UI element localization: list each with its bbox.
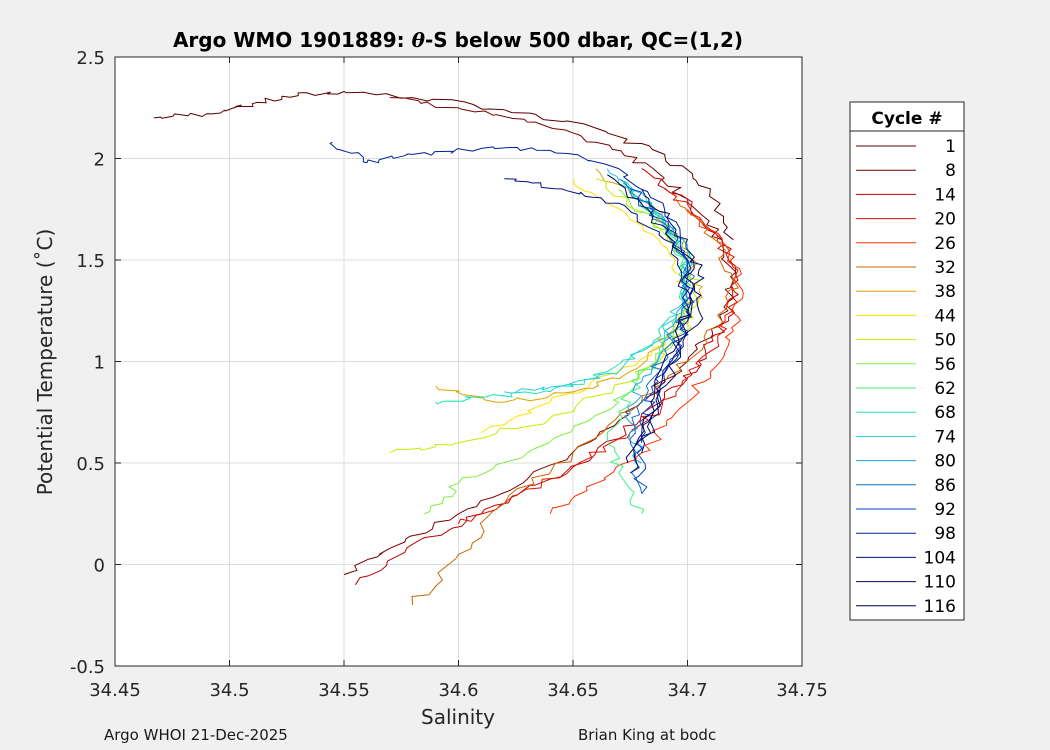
legend-label: 20	[934, 210, 956, 230]
y-tick-label: 0.5	[76, 454, 105, 475]
series-line-18	[504, 178, 692, 453]
x-tick-label: 34.65	[547, 680, 599, 701]
x-axis-label: Salinity	[421, 705, 495, 729]
legend-label: 80	[934, 452, 956, 472]
series-line-11	[606, 188, 691, 515]
series-group	[153, 91, 744, 606]
legend-label: 38	[934, 282, 956, 302]
y-tick-label: 1	[94, 353, 105, 374]
legend-label: 68	[934, 403, 956, 423]
x-tick-label: 34.7	[667, 680, 707, 701]
y-tick-label: -0.5	[70, 657, 105, 678]
x-tick-label: 34.45	[89, 680, 141, 701]
legend-label: 8	[945, 161, 956, 181]
legend-label: 74	[934, 427, 956, 447]
y-tick-label: 2.5	[76, 48, 105, 69]
y-tick-label: 2	[94, 150, 105, 171]
series-line-5	[549, 209, 744, 514]
legend-label: 26	[934, 234, 956, 254]
legend-label: 44	[934, 306, 956, 326]
y-axis-label: Potential Temperature (˚C)	[33, 229, 57, 496]
legend-label: 92	[934, 500, 956, 520]
series-line-15	[623, 182, 695, 494]
series-line-17	[329, 141, 692, 443]
legend-label: 110	[924, 573, 956, 593]
series-line-1	[153, 91, 734, 241]
footer-left: Argo WHOI 21-Dec-2025	[104, 726, 288, 744]
series-line-10	[423, 188, 688, 515]
legend-label: 104	[924, 548, 956, 568]
series-line-3	[354, 168, 739, 586]
y-tick-label: 0	[94, 556, 105, 577]
legend-label: 32	[934, 258, 956, 278]
legend-label: 62	[934, 379, 956, 399]
legend: Cycle # 1 8 14 20 26 32 38 44 50 56 62 68 74 80 86 92 98…	[849, 101, 965, 621]
y-tick-label: 1.5	[76, 251, 105, 272]
legend-label: 1	[945, 137, 956, 157]
series-line-6	[411, 198, 739, 606]
legend-label: 86	[934, 476, 956, 496]
legend-label: 56	[934, 355, 956, 375]
legend-title: Cycle #	[871, 109, 942, 129]
legend-label: 98	[934, 524, 956, 544]
footer-right: Brian King at bodc	[578, 726, 717, 744]
legend-label: 14	[934, 185, 956, 205]
series-line-13	[504, 168, 693, 394]
legend-label: 116	[924, 597, 956, 617]
series-line-4	[458, 188, 739, 525]
series-line-20	[607, 174, 695, 464]
axis-ticks: 34.45 34.5 34.55 34.6 34.65 34.7 34.75 -0.5 0 0.5…	[70, 48, 828, 701]
chart-title: Argo WMO 1901889: θ-S below 500 dbar, QC…	[173, 28, 743, 52]
x-tick-label: 34.55	[318, 680, 370, 701]
x-tick-label: 34.5	[209, 680, 249, 701]
legend-label: 50	[934, 331, 956, 351]
x-tick-label: 34.75	[776, 680, 828, 701]
x-tick-label: 34.6	[438, 680, 478, 701]
